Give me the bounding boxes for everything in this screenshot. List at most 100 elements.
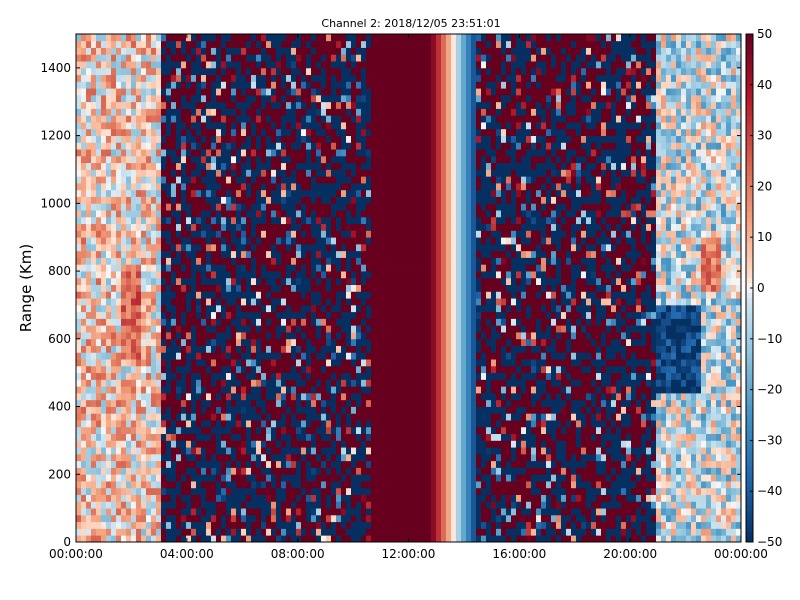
heatmap-cell [321,271,327,279]
heatmap-cell [111,345,117,353]
heatmap-cell [291,433,297,441]
heatmap-cell [176,94,182,103]
heatmap-cell [291,271,297,279]
heatmap-cell [221,298,227,306]
heatmap-cell [391,379,397,387]
heatmap-cell [126,386,132,394]
heatmap-cell [106,216,112,225]
heatmap-cell [151,304,157,313]
heatmap-cell [356,481,362,489]
heatmap-cell [346,528,352,536]
heatmap-cell [286,433,292,441]
heatmap-cell [401,277,407,286]
heatmap-cell [161,88,167,96]
heatmap-cell [386,101,392,109]
heatmap-cell [301,521,307,529]
heatmap-cell [356,47,362,55]
heatmap-cell [141,108,147,116]
heatmap-cell [361,467,367,475]
heatmap-cell [251,88,257,96]
heatmap-cell [231,250,237,258]
heatmap-cell [376,298,382,306]
heatmap-cell [391,155,397,164]
heatmap-cell [341,176,347,184]
heatmap-cell [276,481,282,489]
heatmap-cell [376,325,382,333]
heatmap-cell [386,149,392,157]
heatmap-cell [246,230,252,238]
heatmap-cell [216,284,222,292]
heatmap-cell [186,352,192,360]
heatmap-cell [236,298,242,306]
heatmap-cell [171,135,177,143]
heatmap-cell [381,210,387,218]
heatmap-cell [121,81,127,89]
heatmap-cell [301,474,307,482]
heatmap-cell [196,237,202,245]
heatmap-cell [236,325,242,333]
heatmap-cell [151,481,157,489]
heatmap-cell [336,406,342,414]
heatmap-cell [316,460,322,468]
heatmap-cell [351,257,357,265]
heatmap-cell [251,298,257,306]
heatmap-cell [366,535,372,543]
heatmap-cell [376,142,382,150]
heatmap-cell [216,271,222,279]
heatmap-cell [351,379,357,387]
heatmap-cell [216,88,222,96]
heatmap-cell [296,74,302,82]
heatmap-cell [196,122,202,130]
heatmap-cell [206,183,212,191]
heatmap-cell [266,135,272,143]
heatmap-cell [241,149,247,157]
heatmap-cell [381,250,387,258]
heatmap-cell [231,352,237,360]
heatmap-cell [226,189,232,197]
heatmap-cell [226,420,232,428]
heatmap-cell [76,501,82,509]
heatmap-cell [126,67,132,76]
heatmap-cell [286,413,292,421]
heatmap-cell [391,352,397,360]
heatmap-cell [211,453,217,462]
heatmap-cell [251,379,257,387]
heatmap-cell [186,47,192,55]
heatmap-cell [171,61,177,69]
heatmap-cell [156,332,162,340]
heatmap-cell [371,433,377,441]
heatmap-cell [336,67,342,76]
heatmap-cell [226,508,232,516]
heatmap-cell [301,406,307,414]
heatmap-cell [221,264,227,272]
heatmap-cell [81,514,87,523]
heatmap-cell [156,379,162,387]
heatmap-cell [211,189,217,197]
heatmap-cell [391,338,397,346]
heatmap-cell [101,122,107,130]
heatmap-cell [171,467,177,475]
heatmap-cell [161,155,167,164]
heatmap-cell [151,514,157,523]
heatmap-cell [101,142,107,150]
heatmap-cell [271,216,277,225]
heatmap-cell [361,440,367,448]
heatmap-cell [311,413,317,421]
heatmap-cell [76,115,82,123]
heatmap-cell [141,169,147,177]
heatmap-cell [186,420,192,428]
heatmap-cell [336,440,342,448]
heatmap-cell [326,372,332,380]
heatmap-cell [306,250,312,258]
heatmap-cell [171,237,177,245]
heatmap-cell [406,501,412,509]
heatmap-cell [251,264,257,272]
heatmap-cell [401,467,407,475]
heatmap-cell [261,128,267,136]
heatmap-cell [316,271,322,279]
heatmap-cell [221,155,227,164]
heatmap-cell [316,264,322,272]
heatmap-cell [151,298,157,306]
heatmap-cell [176,196,182,204]
heatmap-cell [226,460,232,468]
